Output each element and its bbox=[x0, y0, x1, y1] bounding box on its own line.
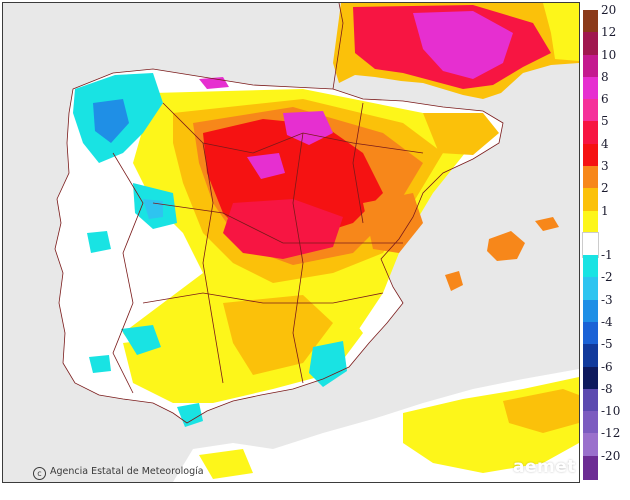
legend-row: -4 bbox=[583, 315, 628, 347]
cool-west bbox=[87, 231, 111, 253]
legend-label: 2 bbox=[601, 181, 609, 196]
legend-swatch bbox=[583, 99, 598, 124]
color-legend: 20 12 10 8 6 5 4 3 2 1 -1 -2 -3 -4 -5 -6 -8 -10 -12 -20 bbox=[582, 3, 628, 481]
cool-cadiz bbox=[177, 403, 203, 427]
island-mallorca bbox=[487, 231, 525, 261]
legend-label: -5 bbox=[601, 337, 613, 352]
legend-swatch bbox=[583, 143, 598, 169]
legend-swatch bbox=[583, 10, 598, 35]
legend-label: -10 bbox=[601, 404, 621, 419]
legend-label: 10 bbox=[601, 47, 617, 62]
legend-swatch bbox=[583, 54, 598, 80]
legend-row: 2 bbox=[583, 181, 628, 213]
legend-swatch bbox=[583, 322, 598, 347]
legend-swatch bbox=[583, 277, 598, 303]
legend-label: 6 bbox=[601, 92, 609, 107]
legend-row: 1 bbox=[583, 204, 628, 236]
warm-orange-east bbox=[363, 193, 423, 253]
legend-label: -3 bbox=[601, 292, 613, 307]
legend-swatch bbox=[583, 433, 598, 459]
legend-label: 4 bbox=[601, 136, 609, 151]
cool-portugal-south bbox=[89, 355, 111, 373]
legend-row: -8 bbox=[583, 382, 628, 414]
legend-swatch bbox=[583, 388, 598, 414]
legend-row: -2 bbox=[583, 270, 628, 303]
legend-row: 20 bbox=[583, 3, 628, 35]
cool-southeast bbox=[309, 341, 347, 387]
legend-swatch bbox=[583, 166, 598, 191]
legend-row: -12 bbox=[583, 426, 628, 459]
legend-row: 8 bbox=[583, 70, 628, 102]
legend-row: -3 bbox=[583, 293, 628, 325]
legend-row: 3 bbox=[583, 159, 628, 191]
island-menorca bbox=[535, 217, 559, 231]
cool-southwest bbox=[121, 325, 161, 355]
legend-swatch bbox=[582, 231, 599, 259]
legend-row: -6 bbox=[583, 360, 628, 392]
legend-swatch bbox=[583, 255, 598, 280]
legend-row: 12 bbox=[583, 25, 628, 57]
legend-swatch bbox=[583, 32, 598, 57]
legend-label: 5 bbox=[601, 114, 609, 129]
legend-label: 20 bbox=[601, 3, 617, 17]
legend-row: 6 bbox=[583, 92, 628, 124]
credit-text: Agencia Estatal de Meteorología bbox=[50, 466, 204, 477]
legend-label: 1 bbox=[601, 203, 609, 218]
copyright-icon: c bbox=[33, 467, 46, 480]
legend-label: -2 bbox=[601, 270, 613, 285]
north-africa-yellow-west bbox=[199, 449, 253, 479]
legend-row: -1 bbox=[583, 248, 628, 280]
legend-swatch bbox=[583, 210, 598, 236]
province-borders bbox=[54, 3, 504, 424]
legend-row: 10 bbox=[583, 48, 628, 80]
anomaly-map: c Agencia Estatal de Meteorología aemet bbox=[2, 2, 580, 483]
legend-label: -12 bbox=[601, 426, 621, 441]
brand-logo: aemet bbox=[513, 457, 576, 477]
legend-swatch bbox=[583, 76, 598, 102]
france-magenta bbox=[413, 11, 513, 79]
legend-row: -20 bbox=[583, 449, 628, 481]
legend-swatch bbox=[583, 299, 598, 325]
legend-label: 8 bbox=[601, 69, 609, 84]
legend-swatch bbox=[583, 344, 598, 369]
legend-label: -20 bbox=[601, 448, 621, 463]
hot-red-center bbox=[223, 199, 343, 259]
france-white-edge bbox=[543, 3, 579, 61]
legend-swatch bbox=[583, 366, 598, 392]
legend-label: -4 bbox=[601, 315, 613, 329]
legend-row bbox=[582, 231, 628, 259]
legend-swatch bbox=[583, 121, 598, 147]
hot-magenta-2 bbox=[247, 153, 285, 179]
legend-label: 12 bbox=[601, 25, 617, 40]
legend-label: -6 bbox=[601, 359, 613, 374]
legend-swatch bbox=[583, 455, 598, 481]
warm-catalonia bbox=[423, 113, 499, 155]
legend-swatch bbox=[583, 411, 598, 436]
legend-row: 4 bbox=[583, 137, 628, 169]
map-canvas bbox=[3, 3, 579, 482]
north-africa-orange bbox=[503, 389, 579, 433]
cool-galicia-blue bbox=[93, 99, 129, 143]
legend-row: -10 bbox=[583, 404, 628, 436]
legend-label: 3 bbox=[601, 159, 609, 173]
island-ibiza bbox=[445, 271, 463, 291]
legend-label: -8 bbox=[601, 381, 613, 396]
legend-row: -5 bbox=[583, 337, 628, 369]
legend-swatch bbox=[583, 188, 598, 213]
legend-row: 5 bbox=[583, 114, 628, 147]
warm-orange-south bbox=[223, 295, 333, 375]
credit-line: c Agencia Estatal de Meteorología bbox=[33, 466, 204, 480]
legend-label: -1 bbox=[601, 248, 613, 263]
